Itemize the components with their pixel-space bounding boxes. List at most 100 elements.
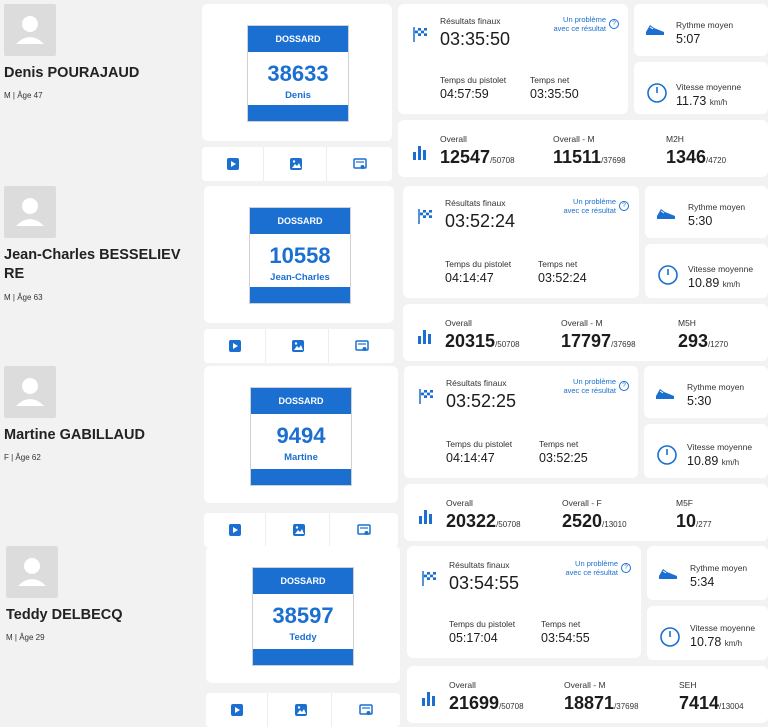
speed-unit: km/h [721, 458, 740, 467]
category-rank: 10/277 [676, 511, 712, 532]
overall-rank: 20315/50708 [445, 331, 520, 352]
certificate-button[interactable] [329, 147, 390, 181]
avg-pace-label: Rythme moyen [690, 563, 748, 573]
video-button[interactable] [204, 329, 266, 363]
report-problem-link[interactable]: Un problème avec ce résultat [558, 197, 616, 215]
gender-rank-value: 17797 [561, 331, 612, 351]
category-rank: 7414/13004 [679, 693, 744, 714]
overall-label: Overall [449, 680, 476, 690]
photo-button[interactable] [268, 513, 330, 547]
runner-row: Teddy DELBECQ M | Âge 29 DOSSARD 38597 T… [0, 542, 768, 727]
category-rank-label: M5H [678, 318, 696, 328]
category-rank-value: 293 [678, 331, 709, 351]
final-time: 03:54:55 [449, 573, 520, 593]
report-problem-line2: avec ce résultat [565, 568, 618, 577]
runner-name[interactable]: Denis POURAJAUD [4, 65, 140, 81]
report-problem-line1: Un problème [573, 197, 616, 206]
runner-name[interactable]: Teddy DELBECQ [6, 607, 123, 623]
avg-speed-value: 10.89 [688, 276, 720, 290]
bib-runner-name: Jean-Charles [270, 272, 330, 283]
avg-pace: 5:30 [687, 394, 712, 408]
running-shoe-icon [646, 25, 664, 35]
video-button[interactable] [204, 513, 266, 547]
runner-gender-age: M | Âge 47 [4, 91, 43, 100]
help-circle-icon[interactable]: ? [621, 563, 631, 573]
gender-rank-value: 18871 [564, 693, 615, 713]
photo-icon [292, 524, 305, 536]
certificate-icon [352, 158, 367, 169]
avg-pace: 5:34 [690, 575, 715, 589]
photo-button[interactable] [270, 693, 332, 727]
overall-rank-total: /50708 [490, 156, 515, 165]
runner-name[interactable]: Jean-Charles BESSELIEVRE [4, 247, 181, 282]
bar-chart-icon [418, 330, 431, 344]
net-time-label: Temps net [539, 439, 579, 449]
category-rank-value: 1346 [666, 147, 707, 167]
overall-rank-total: /50708 [496, 520, 521, 529]
runner-name[interactable]: Martine GABILLAUD [4, 427, 145, 443]
bib-header: DOSSARD [248, 26, 348, 52]
overall-rank: 20322/50708 [446, 511, 521, 532]
rankings-card: Overall 20322/50708 Overall - F 2520/130… [404, 484, 768, 541]
gender-rank-label: Overall - F [562, 498, 602, 508]
certificate-button[interactable] [331, 329, 392, 363]
bib-number: 38597 [272, 603, 334, 628]
speedometer-icon [658, 265, 678, 285]
runner-row: Martine GABILLAUD F | Âge 62 DOSSARD 949… [0, 362, 768, 547]
checkered-flag-icon [413, 27, 427, 42]
certificate-button[interactable] [335, 693, 396, 727]
help-circle-icon[interactable]: ? [619, 201, 629, 211]
photo-icon [294, 704, 307, 716]
gender-rank-label: Overall - M [564, 680, 606, 690]
category-rank-label: M2H [666, 134, 684, 144]
overall-rank-value: 20322 [446, 511, 497, 531]
report-problem-link[interactable]: Un problème avec ce résultat [558, 377, 616, 395]
certificate-button[interactable] [333, 513, 394, 547]
gun-time-label: Temps du pistolet [446, 439, 513, 449]
video-button[interactable] [206, 693, 268, 727]
avg-speed: 11.73 km/h [676, 94, 727, 108]
avatar-placeholder-icon [4, 366, 56, 418]
report-problem-line2: avec ce résultat [563, 206, 616, 215]
runner-identity: Denis POURAJAUD M | Âge 47 [0, 0, 196, 181]
speedometer-icon [660, 627, 680, 647]
gender-rank-total: /13010 [602, 520, 627, 529]
overall-rank-total: /50708 [499, 702, 524, 711]
overall-rank: 12547/50708 [440, 147, 515, 168]
photo-button[interactable] [267, 329, 329, 363]
photo-button[interactable] [265, 147, 327, 181]
help-circle-icon[interactable]: ? [609, 19, 619, 29]
gun-time: 04:14:47 [446, 451, 495, 465]
avg-pace: 5:30 [688, 214, 713, 228]
final-time: 03:35:50 [440, 29, 511, 49]
speed-unit: km/h [724, 639, 743, 648]
speed-unit: km/h [722, 280, 741, 289]
bib-runner-name: Martine [284, 452, 318, 463]
report-problem-link[interactable]: Un problème avec ce résultat [560, 559, 618, 577]
final-time: 03:52:24 [445, 211, 516, 231]
video-play-icon [230, 704, 243, 716]
bar-chart-icon [422, 692, 435, 706]
help-circle-icon[interactable]: ? [619, 381, 629, 391]
gender-rank-value: 2520 [562, 511, 603, 531]
avg-pace: 5:07 [676, 32, 701, 46]
net-time: 03:52:24 [538, 271, 587, 285]
avg-pace-label: Rythme moyen [676, 20, 734, 30]
running-shoe-icon [656, 389, 674, 399]
gun-time: 04:14:47 [445, 271, 494, 285]
bar-chart-icon [413, 146, 426, 160]
runner-row: Jean-Charles BESSELIEVRE M | Âge 63 DOSS… [0, 182, 768, 363]
runner-gender-age: M | Âge 29 [6, 633, 45, 642]
bib-header: DOSSARD [253, 568, 353, 594]
action-bar [206, 693, 400, 727]
report-problem-line1: Un problème [575, 559, 618, 568]
category-rank-value: 7414 [679, 693, 720, 713]
video-button[interactable] [202, 147, 264, 181]
avg-pace-label: Rythme moyen [688, 202, 746, 212]
avg-speed-label: Vitesse moyenne [676, 82, 742, 92]
category-rank-total: /1270 [708, 340, 729, 349]
category-rank-label: M5F [676, 498, 693, 508]
report-problem-link[interactable]: Un problème avec ce résultat [548, 15, 606, 33]
category-rank-total: /4720 [706, 156, 727, 165]
action-bar [204, 329, 394, 363]
